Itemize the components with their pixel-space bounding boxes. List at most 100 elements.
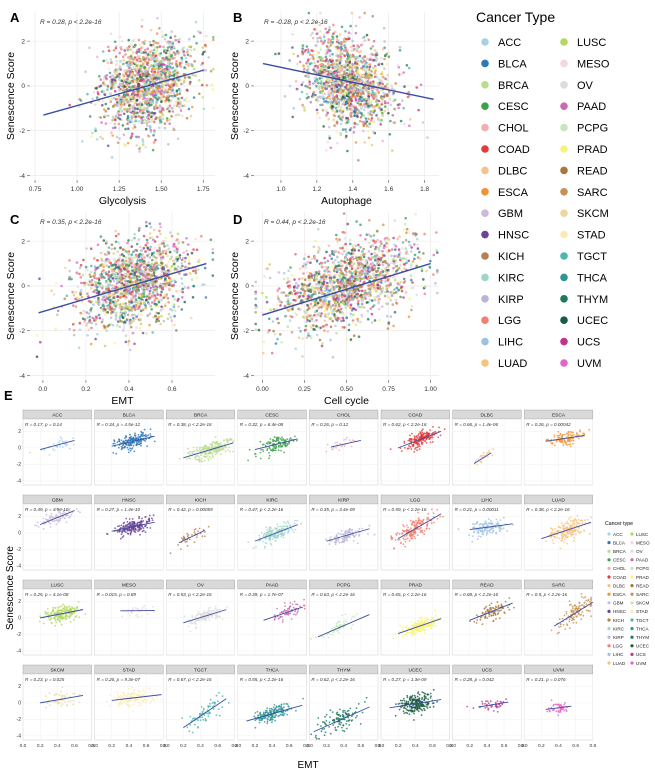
- data-point: [170, 234, 174, 238]
- data-point: [135, 326, 138, 329]
- data-point: [154, 268, 158, 272]
- data-point: [348, 100, 351, 104]
- data-point: [140, 73, 144, 77]
- data-point: [135, 51, 138, 55]
- data-point: [356, 77, 360, 81]
- data-point: [420, 267, 424, 270]
- data-point: [86, 316, 90, 319]
- data-point: [173, 309, 177, 312]
- data-point: [137, 135, 140, 139]
- data-point: [159, 225, 162, 229]
- data-point: [319, 48, 323, 51]
- data-point: [125, 98, 129, 101]
- data-point: [109, 87, 113, 90]
- data-point: [176, 242, 180, 246]
- data-point: [179, 107, 182, 110]
- data-point: [101, 99, 105, 103]
- data-point: [341, 128, 345, 131]
- data-point: [187, 259, 191, 262]
- data-point: [153, 262, 157, 266]
- data-point: [188, 37, 191, 41]
- data-point: [184, 56, 188, 60]
- data-point: [140, 25, 144, 28]
- data-point: [360, 99, 364, 103]
- data-point: [168, 87, 171, 91]
- data-point: [163, 88, 167, 91]
- data-point: [344, 128, 347, 131]
- data-point: [149, 43, 152, 47]
- data-point: [166, 65, 169, 68]
- data-point: [135, 317, 138, 321]
- data-point: [401, 241, 405, 244]
- data-point: [337, 46, 340, 50]
- data-point: [333, 65, 336, 69]
- data-point: [125, 250, 128, 253]
- data-point: [366, 317, 370, 321]
- data-point: [307, 75, 311, 79]
- data-point: [130, 114, 133, 118]
- data-point: [93, 103, 97, 106]
- data-point: [403, 122, 407, 126]
- data-point: [125, 318, 129, 322]
- data-point: [138, 147, 141, 150]
- data-point: [148, 323, 151, 327]
- data-point: [294, 252, 297, 256]
- data-point: [123, 297, 127, 301]
- data-point: [167, 247, 171, 250]
- data-point: [93, 271, 97, 275]
- data-point: [130, 100, 133, 103]
- data-point: [330, 257, 334, 261]
- data-point: [327, 125, 331, 129]
- data-point: [402, 106, 406, 110]
- data-point: [321, 88, 325, 92]
- data-point: [172, 68, 176, 71]
- data-point: [103, 344, 107, 348]
- data-point: [117, 291, 121, 294]
- data-point: [204, 69, 208, 72]
- data-point: [417, 108, 420, 112]
- data-point: [193, 60, 196, 63]
- data-point: [345, 134, 348, 138]
- data-point: [78, 272, 81, 276]
- data-point: [112, 296, 116, 300]
- data-point: [137, 120, 140, 123]
- data-point: [71, 290, 74, 294]
- data-point: [137, 70, 141, 73]
- data-point: [338, 109, 341, 113]
- data-point: [191, 105, 194, 109]
- data-point: [99, 116, 103, 119]
- data-point: [105, 264, 109, 268]
- data-point: [188, 76, 192, 79]
- data-point: [117, 269, 121, 273]
- data-point: [413, 257, 416, 261]
- data-point: [94, 127, 97, 130]
- data-point: [302, 64, 305, 67]
- data-point: [318, 338, 322, 342]
- data-point: [380, 118, 383, 122]
- data-point: [382, 26, 386, 30]
- data-point: [188, 82, 192, 85]
- data-point: [85, 247, 88, 250]
- data-point: [129, 272, 132, 276]
- data-point: [72, 333, 76, 337]
- data-point: [140, 120, 143, 123]
- data-point: [139, 252, 142, 256]
- data-point: [123, 49, 127, 53]
- data-point: [132, 295, 136, 299]
- data-point: [395, 286, 399, 290]
- data-point: [90, 135, 93, 138]
- data-point: [370, 58, 374, 62]
- data-point: [187, 107, 191, 111]
- data-point: [381, 111, 384, 115]
- data-point: [177, 305, 180, 308]
- data-point: [363, 141, 367, 144]
- data-point: [373, 298, 377, 302]
- data-point: [149, 305, 153, 308]
- data-point: [150, 236, 154, 239]
- data-point: [130, 72, 133, 76]
- data-point: [103, 93, 107, 97]
- data-point: [321, 109, 325, 112]
- data-point: [130, 118, 133, 121]
- data-point: [305, 271, 309, 274]
- data-point: [320, 84, 324, 88]
